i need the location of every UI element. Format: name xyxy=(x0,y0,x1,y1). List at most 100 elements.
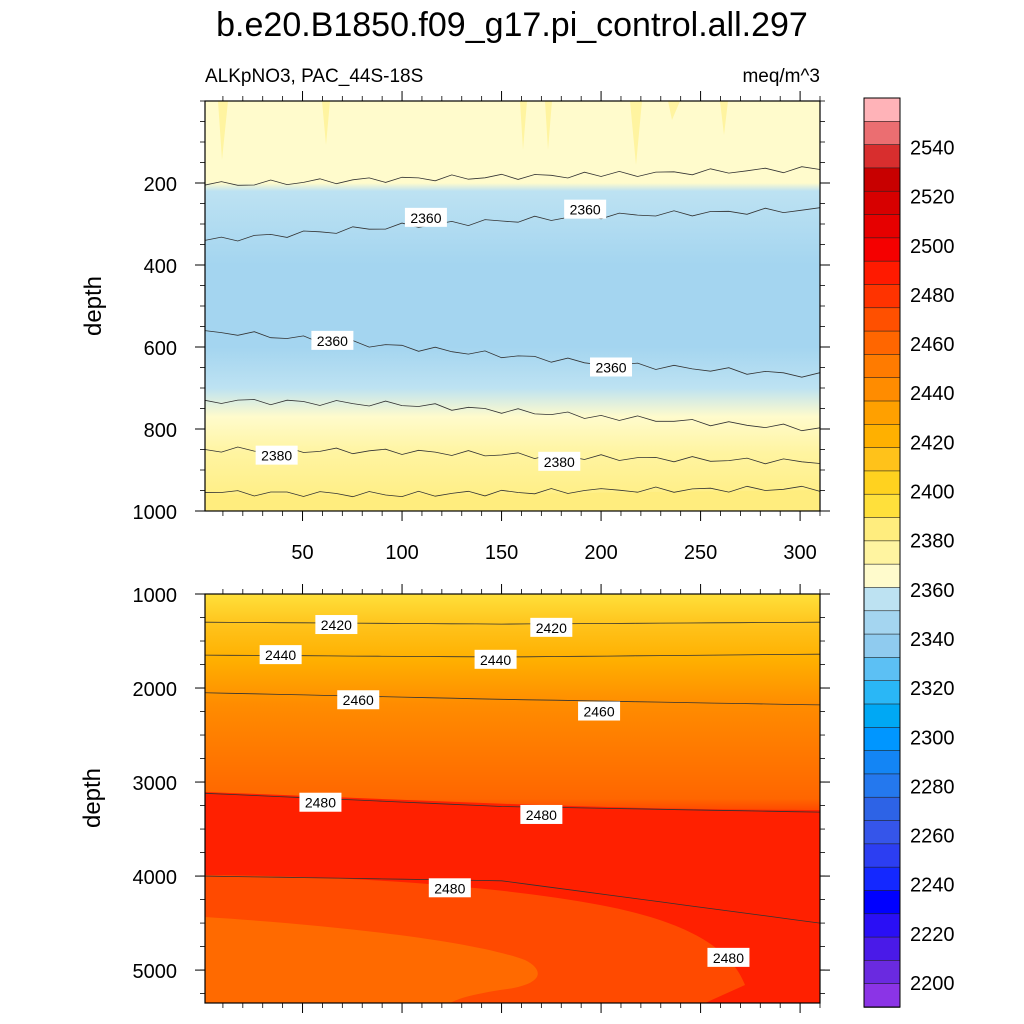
contour-label-text: 2360 xyxy=(570,202,601,218)
bottom-panel: 2420 2420 2440 2440 2460 2460 2480 2480 2480 2480… xyxy=(79,584,830,1013)
contour-label-text: 2440 xyxy=(265,647,296,663)
top-axis-ticks: 50 100 150 200 250 300 200 400 600 800 1000 xyxy=(133,91,830,564)
contour-label-text: 2360 xyxy=(595,360,626,376)
subtitle-right: meq/m^3 xyxy=(742,66,820,87)
contour-label-text: 2460 xyxy=(583,704,614,720)
colorbar-swatch xyxy=(863,400,901,426)
top-surface-yellow-streaks xyxy=(218,101,728,165)
contour-label-text: 2480 xyxy=(526,807,557,823)
colorbar-label: 2420 xyxy=(910,432,955,454)
colorbar-label: 2340 xyxy=(910,629,955,651)
y-tick-label: 400 xyxy=(144,256,177,278)
top-contour-lines xyxy=(204,166,821,498)
colorbar-swatch xyxy=(863,727,901,752)
colorbar-swatch xyxy=(863,657,901,682)
figure-title: b.e20.B1850.f09_g17.pi_control.all.297 xyxy=(216,6,808,44)
contour-label-4: 2460 xyxy=(337,690,380,710)
y-tick-label: 1000 xyxy=(133,502,178,524)
colorbar-swatch xyxy=(863,703,901,729)
contour-label-1: 2420 xyxy=(530,617,573,637)
colorbar-label: 2280 xyxy=(910,776,955,798)
contour-label-text: 2480 xyxy=(434,880,465,896)
colorbar-swatch xyxy=(863,307,901,332)
contour-line-3 xyxy=(204,399,821,432)
colorbar-label: 2480 xyxy=(910,285,955,307)
contour-label-bg xyxy=(311,330,354,350)
contour-label-text: 2480 xyxy=(713,950,744,966)
contour-label-7: 2480 xyxy=(520,804,563,824)
colorbar-swatch xyxy=(863,144,901,169)
contour-label-bg xyxy=(707,947,750,967)
y-tick-label: 800 xyxy=(144,420,177,442)
top-panel-fill xyxy=(205,101,820,511)
contour-label-bg xyxy=(255,445,298,465)
contour-label-2: 2360 xyxy=(311,330,354,350)
colorbar-label: 2240 xyxy=(910,875,955,897)
colorbar-frame xyxy=(863,97,901,1008)
y-tick-label: 3000 xyxy=(133,773,178,795)
colorbar-swatch xyxy=(863,190,901,216)
contour-label-0: 2360 xyxy=(404,207,447,227)
contour-label-5: 2460 xyxy=(578,701,621,721)
contour-line-2 xyxy=(204,330,821,378)
colorbar-swatch xyxy=(863,563,901,589)
colorbar-swatch xyxy=(863,517,901,542)
subtitle-left: ALKpNO3, PAC_44S-18S xyxy=(205,66,423,87)
contour-label-text: 2360 xyxy=(317,333,348,349)
x-tick-label: 100 xyxy=(385,542,418,564)
contour-label-bg xyxy=(520,804,563,824)
top-contour-labels: 2360 2360 2360 2360 2380 2380 xyxy=(255,199,633,471)
colorbar-swatch xyxy=(863,447,901,472)
colorbar-swatch xyxy=(863,260,901,286)
contour-label-1: 2360 xyxy=(564,199,607,219)
x-tick-label: 200 xyxy=(584,542,617,564)
colorbar-label: 2440 xyxy=(910,383,955,405)
contour-label-bg xyxy=(299,792,342,812)
contour-label-6: 2480 xyxy=(299,792,342,812)
contour-label-2: 2440 xyxy=(259,645,302,665)
contour-line-4 xyxy=(204,875,821,924)
contour-label-text: 2420 xyxy=(321,617,352,633)
colorbar-swatch xyxy=(863,913,901,938)
colorbar-label: 2520 xyxy=(910,187,955,209)
colorbar-label: 2500 xyxy=(910,236,955,258)
colorbar-swatch xyxy=(863,773,901,799)
colorbar-swatch xyxy=(863,796,901,822)
x-tick-label: 300 xyxy=(783,542,816,564)
contour-label-text: 2380 xyxy=(544,454,575,470)
contour-line-0 xyxy=(204,166,821,186)
colorbar-swatch xyxy=(863,97,901,123)
colorbar-label: 2460 xyxy=(910,334,955,356)
contour-label-bg xyxy=(315,615,358,635)
colorbar-swatch xyxy=(863,167,901,193)
colorbar-swatch xyxy=(863,890,901,915)
y-tick-label: 200 xyxy=(144,174,177,196)
colorbar-swatch xyxy=(863,121,901,146)
colorbar-swatch xyxy=(863,493,901,519)
contour-label-bg xyxy=(530,617,573,637)
colorbar-swatch xyxy=(863,424,901,449)
contour-label-5: 2380 xyxy=(538,451,581,471)
colorbar-label: 2300 xyxy=(910,727,955,749)
contour-label-bg xyxy=(428,878,471,898)
contour-label-text: 2360 xyxy=(410,210,441,226)
contour-label-bg xyxy=(404,207,447,227)
x-tick-label: 150 xyxy=(485,542,518,564)
contour-label-text: 2420 xyxy=(536,620,567,636)
colorbar-label: 2540 xyxy=(910,138,955,160)
colorbar-swatch xyxy=(863,936,901,962)
contour-label-bg xyxy=(564,199,607,219)
contour-label-3: 2360 xyxy=(590,357,633,377)
bottom-contour-labels: 2420 2420 2440 2440 2460 2460 2480 2480 2480 2480 xyxy=(259,615,750,967)
bottom-panel-frame xyxy=(204,593,821,1004)
contour-line-1 xyxy=(204,207,821,242)
y-tick-label: 4000 xyxy=(133,867,178,889)
contour-line-0 xyxy=(204,621,821,625)
contour-label-8: 2480 xyxy=(428,878,471,898)
contour-label-bg xyxy=(538,451,581,471)
colorbar-swatch xyxy=(863,214,901,239)
contour-label-3: 2440 xyxy=(474,649,517,669)
contour-label-4: 2380 xyxy=(255,445,298,465)
colorbar-swatch xyxy=(863,284,901,309)
